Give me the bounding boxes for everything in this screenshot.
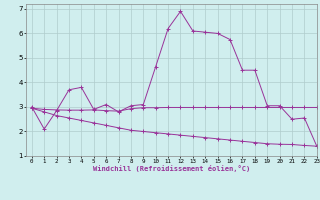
X-axis label: Windchill (Refroidissement éolien,°C): Windchill (Refroidissement éolien,°C)	[92, 165, 250, 172]
